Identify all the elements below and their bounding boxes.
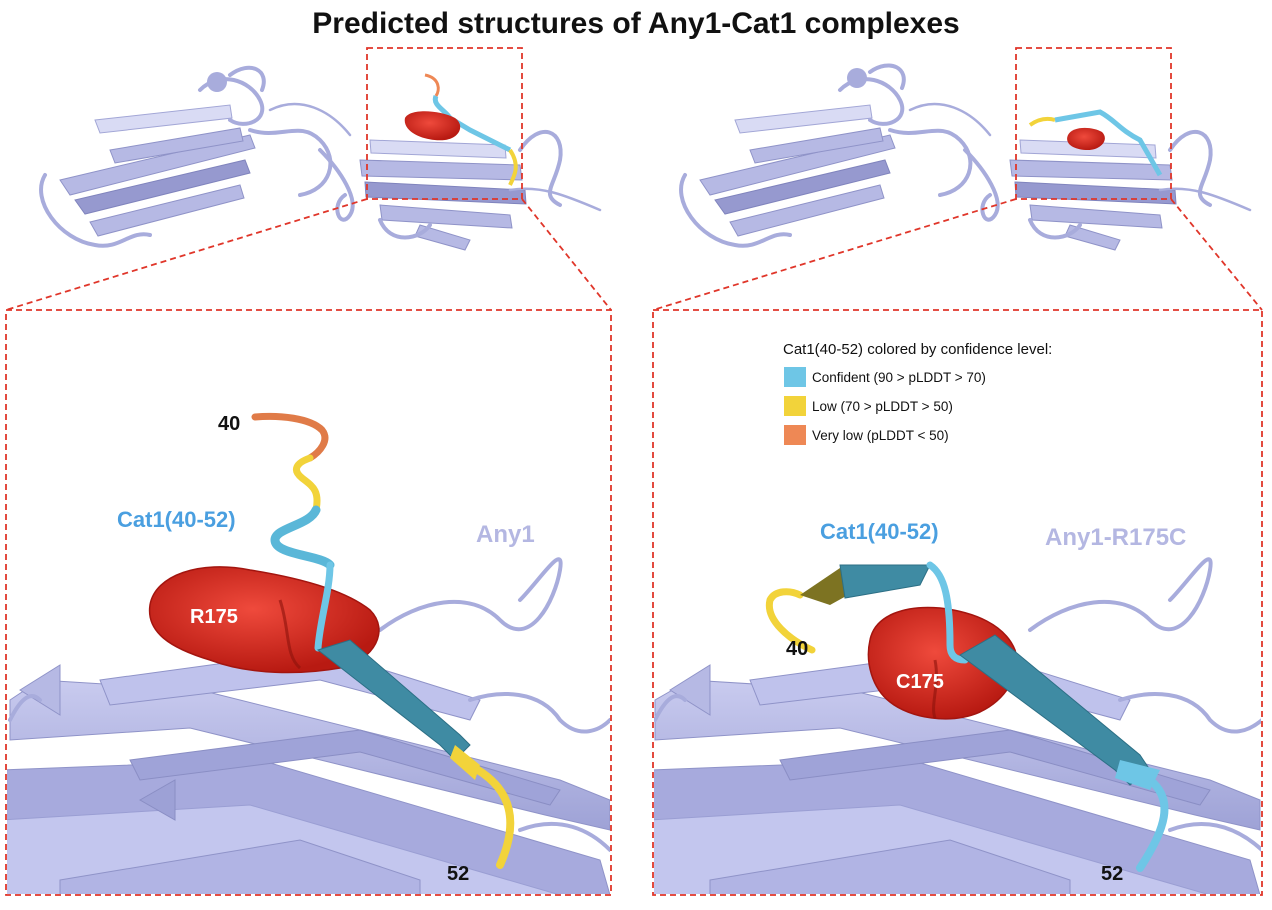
legend-label-low: Low (70 > pLDDT > 50) (812, 399, 953, 414)
right-zoom-connector-right (1170, 198, 1263, 311)
left-zoom-panel-border (5, 309, 612, 896)
right-overview-structure (679, 63, 1252, 251)
right-protein-label: Any1-R175C (1045, 524, 1186, 551)
confidence-legend: Cat1(40-52) colored by confidence level:… (783, 341, 1052, 445)
legend-item-low: Low (70 > pLDDT > 50) (784, 396, 953, 416)
left-zoom-structure (7, 412, 610, 894)
right-end-residue-label: 52 (1101, 863, 1123, 885)
left-zoom-box (366, 47, 523, 200)
legend-swatch-low (784, 396, 806, 416)
legend-swatch-very-low (784, 425, 806, 445)
legend-label-confident: Confident (90 > pLDDT > 70) (812, 370, 986, 385)
legend-swatch-confident (784, 367, 806, 387)
legend-label-very-low: Very low (pLDDT < 50) (812, 428, 949, 443)
right-zoom-connector-left (652, 198, 1017, 311)
left-zoom-connector-right (521, 198, 612, 311)
right-start-residue-label: 40 (786, 638, 808, 660)
left-zoom-connector-left (5, 198, 368, 311)
right-zoom-panel-border (652, 309, 1263, 896)
right-zoom-box (1015, 47, 1172, 200)
legend-title: Cat1(40-52) colored by confidence level: (783, 341, 1052, 358)
left-peptide-label: Cat1(40-52) (117, 507, 236, 532)
left-overview-structure (39, 65, 602, 251)
right-zoom-structure (654, 557, 1261, 894)
left-protein-label: Any1 (476, 521, 535, 548)
right-peptide-label: Cat1(40-52) (820, 519, 939, 544)
left-end-residue-label: 52 (447, 863, 469, 885)
right-residue-label: C175 (896, 671, 944, 693)
left-residue-label: R175 (190, 606, 238, 628)
left-start-residue-label: 40 (218, 413, 240, 435)
figure-title: Predicted structures of Any1-Cat1 comple… (312, 7, 959, 40)
legend-item-very-low: Very low (pLDDT < 50) (784, 425, 949, 445)
legend-item-confident: Confident (90 > pLDDT > 70) (784, 367, 986, 387)
